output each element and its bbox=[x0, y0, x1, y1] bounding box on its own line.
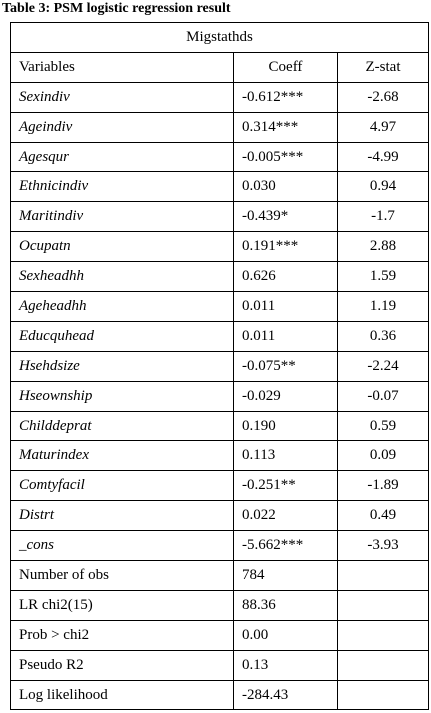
variable-row: Distrt 0.022 0.49 bbox=[10, 500, 429, 532]
header-cell: Z-stat bbox=[337, 51, 429, 83]
coeff-cell: 0.191*** bbox=[233, 231, 338, 263]
coeff-cell: 0.022 bbox=[233, 500, 338, 532]
coeff-cell: 0.113 bbox=[233, 440, 338, 472]
variable-name: _cons bbox=[10, 530, 234, 562]
zstat-cell: 2.88 bbox=[337, 231, 429, 263]
stat-value: 0.13 bbox=[233, 649, 338, 681]
regression-table: Migstathds Variables Coeff Z-stat Sexind… bbox=[10, 22, 429, 711]
empty-cell bbox=[337, 560, 429, 591]
variable-name: Hseownship bbox=[10, 380, 234, 412]
stat-name: Pseudo R2 bbox=[10, 649, 234, 681]
variable-row: Ethnicindiv 0.030 0.94 bbox=[10, 171, 429, 203]
stat-row: Prob > chi2 0.00 bbox=[10, 619, 429, 651]
variable-name: Agesqur bbox=[10, 141, 234, 173]
variable-row: Maturindex 0.113 0.09 bbox=[10, 440, 429, 472]
zstat-cell: -0.07 bbox=[337, 380, 429, 412]
zstat-cell: 0.94 bbox=[337, 171, 429, 203]
variable-name: Distrt bbox=[10, 500, 234, 532]
zstat-cell: 4.97 bbox=[337, 111, 429, 143]
zstat-cell: -3.93 bbox=[337, 530, 429, 562]
variable-name: Maturindex bbox=[10, 440, 234, 472]
variable-name: Maritindiv bbox=[10, 201, 234, 233]
zstat-cell: 1.19 bbox=[337, 291, 429, 322]
header-cell: Variables bbox=[10, 51, 234, 83]
empty-cell bbox=[337, 679, 429, 711]
zstat-cell: -2.68 bbox=[337, 81, 429, 113]
coeff-cell: 0.011 bbox=[233, 320, 338, 352]
zstat-cell: 0.59 bbox=[337, 410, 429, 442]
coeff-cell: -0.005*** bbox=[233, 141, 338, 173]
zstat-cell: -1.7 bbox=[337, 201, 429, 233]
variable-name: Hsehdsize bbox=[10, 350, 234, 382]
coeff-cell: 0.190 bbox=[233, 410, 338, 442]
variable-row: Sexheadhh 0.626 1.59 bbox=[10, 261, 429, 293]
variable-row: Maritindiv -0.439* -1.7 bbox=[10, 201, 429, 233]
stat-name: LR chi2(15) bbox=[10, 589, 234, 621]
variable-row: Ocupatn 0.191*** 2.88 bbox=[10, 231, 429, 263]
stat-value: 784 bbox=[233, 560, 338, 591]
stat-row: Pseudo R2 0.13 bbox=[10, 649, 429, 681]
group-cell: Migstathds bbox=[10, 22, 429, 53]
group-row: Migstathds bbox=[10, 22, 429, 53]
variable-name: Childdeprat bbox=[10, 410, 234, 442]
stat-value: 0.00 bbox=[233, 619, 338, 651]
zstat-cell: -4.99 bbox=[337, 141, 429, 173]
empty-cell bbox=[337, 619, 429, 651]
coeff-cell: -0.029 bbox=[233, 380, 338, 412]
empty-cell bbox=[337, 649, 429, 681]
header-cell: Coeff bbox=[233, 51, 338, 83]
header-row: Variables Coeff Z-stat bbox=[10, 51, 429, 83]
variable-row: Hseownship -0.029 -0.07 bbox=[10, 380, 429, 412]
coeff-cell: 0.314*** bbox=[233, 111, 338, 143]
table-caption: Table 3: PSM logistic regression result bbox=[2, 1, 231, 16]
stat-row: LR chi2(15) 88.36 bbox=[10, 589, 429, 621]
coeff-cell: -0.075** bbox=[233, 350, 338, 382]
zstat-cell: -2.24 bbox=[337, 350, 429, 382]
coeff-cell: -0.612*** bbox=[233, 81, 338, 113]
zstat-cell: 0.09 bbox=[337, 440, 429, 472]
variable-name: Educquhead bbox=[10, 320, 234, 352]
variable-name: Ethnicindiv bbox=[10, 171, 234, 203]
stat-row: Number of obs 784 bbox=[10, 560, 429, 591]
stat-name: Prob > chi2 bbox=[10, 619, 234, 651]
coeff-cell: 0.626 bbox=[233, 261, 338, 293]
coeff-cell: 0.011 bbox=[233, 291, 338, 322]
stat-name: Log likelihood bbox=[10, 679, 234, 711]
coeff-cell: -0.251** bbox=[233, 470, 338, 502]
empty-cell bbox=[337, 589, 429, 621]
variable-name: Sexindiv bbox=[10, 81, 234, 113]
zstat-cell: 1.59 bbox=[337, 261, 429, 293]
variable-row: Comtyfacil -0.251** -1.89 bbox=[10, 470, 429, 502]
stat-value: 88.36 bbox=[233, 589, 338, 621]
zstat-cell: 0.36 bbox=[337, 320, 429, 352]
coeff-cell: -5.662*** bbox=[233, 530, 338, 562]
variable-row: Childdeprat 0.190 0.59 bbox=[10, 410, 429, 442]
stat-row: Log likelihood -284.43 bbox=[10, 679, 429, 711]
variable-row: Sexindiv -0.612*** -2.68 bbox=[10, 81, 429, 113]
coeff-cell: 0.030 bbox=[233, 171, 338, 203]
variable-name: Sexheadhh bbox=[10, 261, 234, 293]
stat-value: -284.43 bbox=[233, 679, 338, 711]
variable-row: _cons -5.662*** -3.93 bbox=[10, 530, 429, 562]
variable-row: Ageindiv 0.314*** 4.97 bbox=[10, 111, 429, 143]
variable-name: Comtyfacil bbox=[10, 470, 234, 502]
coeff-cell: -0.439* bbox=[233, 201, 338, 233]
variable-name: Ageindiv bbox=[10, 111, 234, 143]
variable-row: Agesqur -0.005*** -4.99 bbox=[10, 141, 429, 173]
table-body: Migstathds Variables Coeff Z-stat Sexind… bbox=[10, 22, 429, 711]
zstat-cell: -1.89 bbox=[337, 470, 429, 502]
variable-row: Educquhead 0.011 0.36 bbox=[10, 320, 429, 352]
variable-name: Ocupatn bbox=[10, 231, 234, 263]
stat-name: Number of obs bbox=[10, 560, 234, 591]
variable-row: Ageheadhh 0.011 1.19 bbox=[10, 291, 429, 322]
zstat-cell: 0.49 bbox=[337, 500, 429, 532]
variable-name: Ageheadhh bbox=[10, 291, 234, 322]
variable-row: Hsehdsize -0.075** -2.24 bbox=[10, 350, 429, 382]
